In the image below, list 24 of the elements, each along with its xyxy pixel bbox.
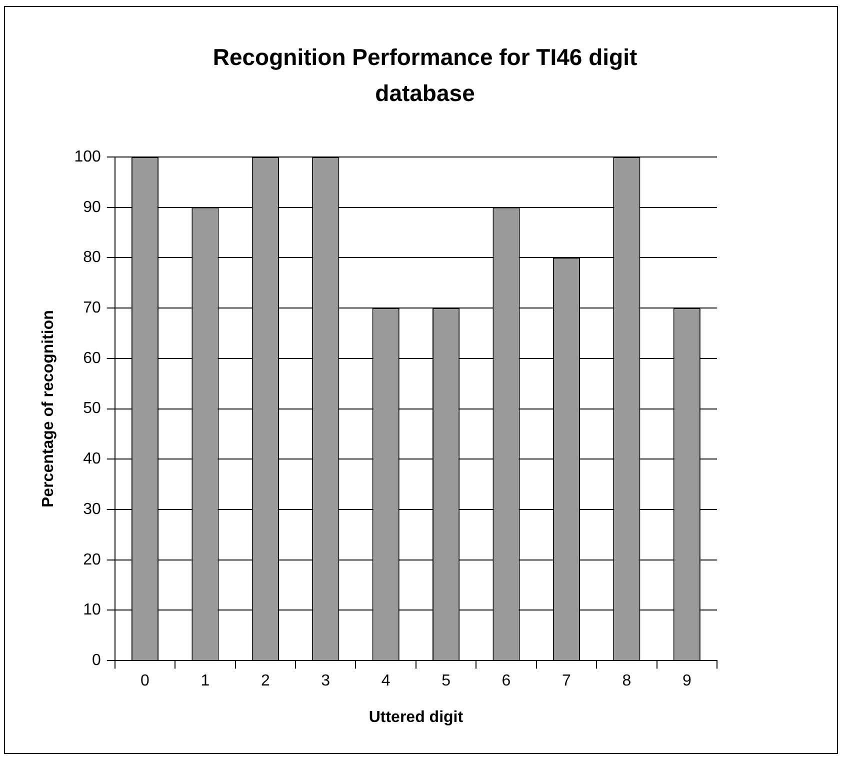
x-tick-label: 2 — [260, 672, 270, 690]
y-tick-label: 20 — [83, 551, 101, 568]
y-tick-label: 90 — [83, 198, 101, 216]
y-tick-label: 60 — [83, 350, 101, 367]
x-tick-label: 8 — [622, 672, 632, 690]
x-tick-label: 0 — [140, 672, 150, 690]
x-tick-label: 6 — [502, 672, 511, 690]
x-tick-label: 9 — [682, 672, 692, 690]
x-tick-label: 5 — [442, 672, 451, 690]
y-tick-label: 70 — [83, 299, 101, 316]
y-tick-label: 0 — [92, 652, 101, 670]
x-axis-title: Uttered digit — [368, 708, 464, 726]
chart-title: Recognition Performance for TI46 digit database — [212, 43, 638, 108]
y-tick-label: 50 — [83, 400, 101, 418]
y-tick-label: 80 — [83, 249, 101, 266]
y-tick-label: 100 — [74, 148, 101, 166]
y-tick-label: 10 — [83, 602, 101, 619]
y-axis-title: Percentage of recognition — [40, 310, 58, 508]
x-tick-label: 3 — [321, 672, 330, 690]
x-tick-label: 7 — [562, 672, 572, 690]
y-tick-label: 40 — [83, 450, 101, 468]
y-tick-label: 30 — [83, 500, 101, 518]
x-tick-label: 1 — [200, 672, 210, 690]
x-tick-label: 4 — [381, 672, 390, 690]
